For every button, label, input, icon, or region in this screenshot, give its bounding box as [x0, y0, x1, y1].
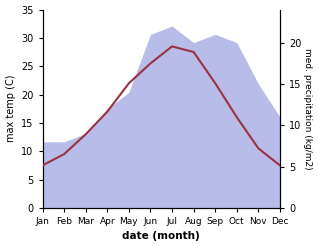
Y-axis label: med. precipitation (kg/m2): med. precipitation (kg/m2) [303, 48, 313, 169]
Y-axis label: max temp (C): max temp (C) [5, 75, 16, 143]
X-axis label: date (month): date (month) [122, 231, 200, 242]
